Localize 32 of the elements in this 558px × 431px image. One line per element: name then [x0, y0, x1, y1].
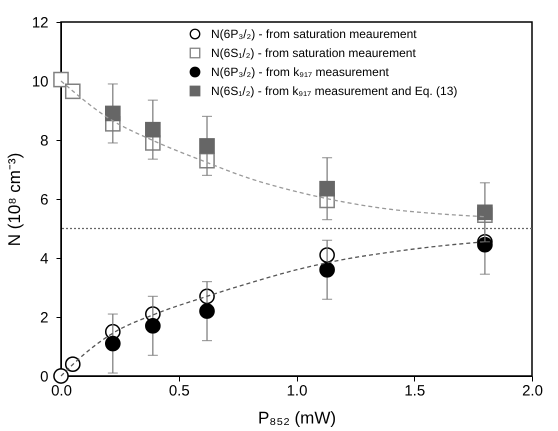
- y-tick-label: 10: [32, 74, 48, 90]
- legend-label: N(6S₁/₂) - from saturation meaurement: [211, 46, 416, 60]
- point: [199, 138, 215, 154]
- legend-label: N(6P₃/₂) - from k₉₁₇ measurement: [211, 65, 390, 79]
- y-tick-label: 6: [40, 192, 48, 208]
- point: [145, 122, 161, 138]
- point: [104, 336, 121, 352]
- point: [64, 84, 81, 100]
- y-tick-label: 2: [40, 310, 48, 326]
- point: [319, 262, 335, 278]
- y-tick-label: 0: [40, 368, 48, 386]
- y-tick-label: 4: [40, 250, 48, 268]
- x-axis-title: P₈₅₂ (mW): [258, 408, 336, 428]
- x-tick-label: 0.0: [51, 382, 72, 400]
- point: [477, 204, 493, 220]
- point: [145, 318, 161, 334]
- x-tick-label: 2.0: [522, 382, 543, 400]
- y-tick-label: 12: [32, 14, 48, 32]
- point: [64, 356, 81, 372]
- point: [199, 303, 215, 319]
- x-tick-label: 0.5: [168, 382, 190, 400]
- x-tick-label: 1.5: [404, 382, 426, 400]
- y-axis-title: N (10⁸ cm⁻³): [4, 152, 24, 246]
- point: [319, 180, 335, 196]
- y-tick-label: 8: [40, 132, 48, 150]
- legend-label: N(6P₃/₂) - from saturation meaurement: [211, 27, 418, 41]
- point: [53, 368, 69, 384]
- legend-label: N(6S₁/₂) - from k₉₁₇ measurement and Eq. (13): [211, 84, 458, 98]
- x-tick-label: 1.0: [286, 382, 308, 400]
- point: [53, 72, 69, 88]
- point: [104, 106, 121, 122]
- point: [319, 247, 335, 263]
